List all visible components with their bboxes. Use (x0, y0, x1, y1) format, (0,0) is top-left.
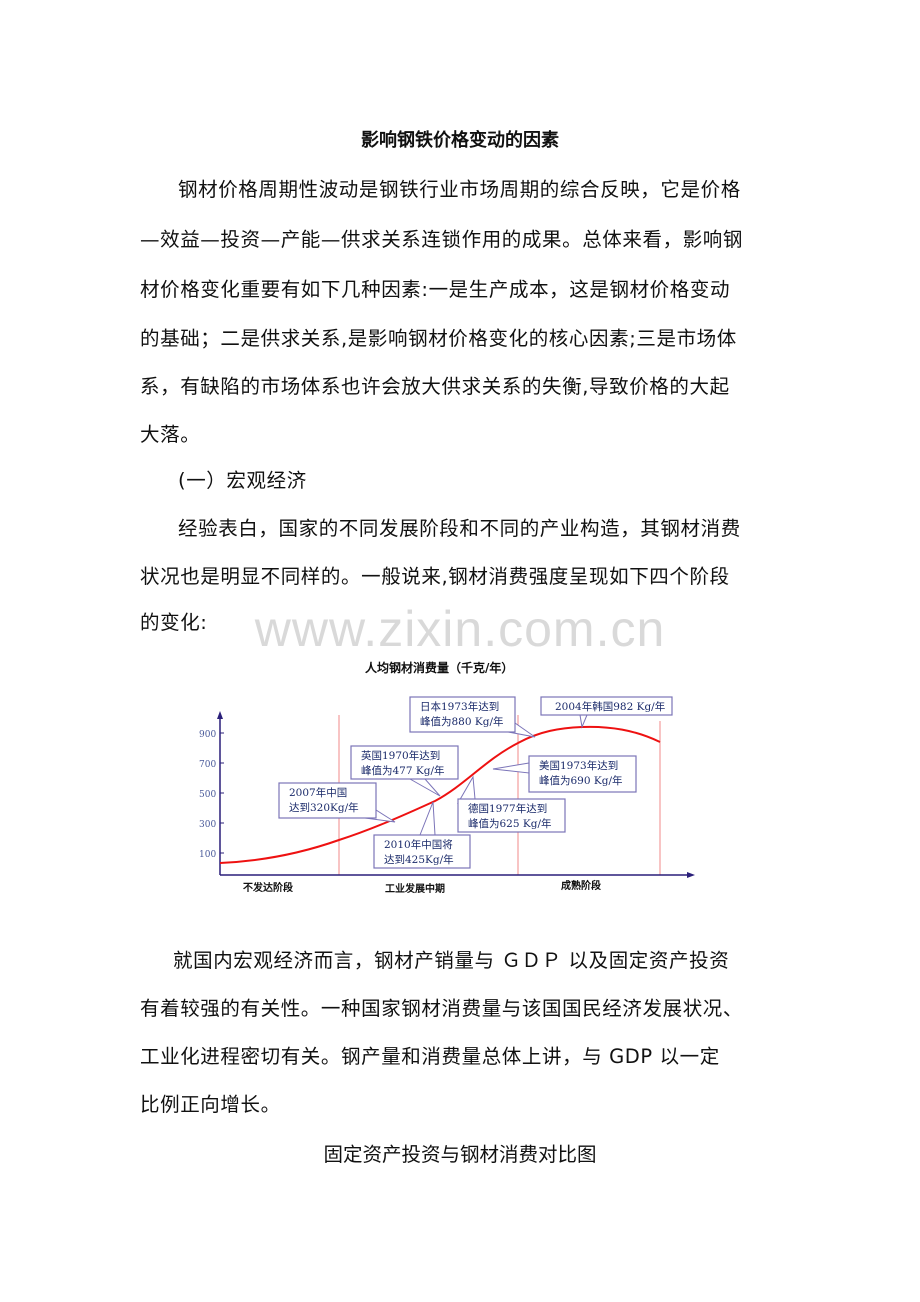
paragraph-line: 材价格变化重要有如下几种因素:一是生产成本，这是钢材价格变动 (140, 278, 731, 301)
callout-text: 峰值为477 Kg/年 (361, 764, 444, 777)
consumption-curve (219, 725, 661, 864)
callout-pointer (408, 778, 441, 797)
callout-box (350, 745, 459, 780)
y-axis-arrow-icon (217, 711, 223, 719)
paragraph-line: 状况也是明显不同样的。一般说来,钢材消费强度呈现如下四个阶段 (140, 565, 730, 588)
callout-text: 英国1970年达到 (361, 749, 440, 762)
callout-box (278, 782, 377, 819)
callout-text: 达到320Kg/年 (289, 801, 359, 814)
stage-label: 不发达阶段 (243, 881, 293, 894)
callout-text: 美国1973年达到 (539, 759, 618, 772)
callout-text: 峰值为690 Kg/年 (539, 774, 622, 787)
callout-text: 德国1977年达到 (468, 802, 547, 815)
callout-text: 日本1973年达到 (420, 700, 499, 713)
document-title: 影响钢铁价格变动的因素 (361, 130, 559, 151)
y-tick-label: 900 (199, 730, 216, 740)
callout-text: 达到425Kg/年 (384, 853, 454, 866)
paragraph-line: 就国内宏观经济而言，钢材产销量与 ＧＤＰ 以及固定资产投资 (173, 949, 730, 972)
callout-pointer (492, 762, 530, 774)
callout-pointer (579, 714, 588, 729)
paragraph-line: 的变化: (140, 611, 208, 634)
callout-text: 2007年中国 (289, 786, 347, 799)
callout-box (373, 834, 471, 869)
paragraph-line: 有着较强的有关性。一种国家钢材消费量与该国国民经济发展状况、 (140, 997, 744, 1020)
callout-text: 峰值为880 Kg/年 (420, 715, 503, 728)
y-tick-label: 500 (199, 790, 216, 800)
paragraph-line: 的基础；二是供求关系,是影响钢材价格变化的核心因素;三是市场体 (140, 327, 737, 350)
paragraph-line: 工业化进程密切有关。钢产量和消费量总体上讲，与 GDP 以一定 (140, 1045, 720, 1068)
callout-text: 2010年中国将 (384, 838, 453, 851)
callout-text: 2004年韩国982 Kg/年 (555, 700, 665, 713)
paragraph-line: 大落。 (140, 423, 201, 446)
figure-caption: 固定资产投资与钢材消费对比图 (323, 1143, 597, 1166)
y-tick-label: 300 (199, 820, 216, 830)
x-axis-arrow-icon (687, 872, 695, 878)
callout-box (409, 696, 516, 733)
y-tick-label: 100 (199, 850, 216, 860)
callout-box (457, 798, 566, 833)
paragraph-line: 钢材价格周期性波动是钢铁行业市场周期的综合反映，它是价格 (178, 178, 741, 201)
y-tick-label: 700 (199, 760, 216, 770)
figure-title: 人均钢材消费量（千克/年） (365, 660, 513, 675)
paragraph-line: 经验表白，国家的不同发展阶段和不同的产业构造，其钢材消费 (178, 517, 741, 540)
stage-label: 工业发展中期 (385, 882, 445, 895)
callout-text: 峰值为625 Kg/年 (468, 817, 551, 830)
stage-label: 成熟阶段 (561, 879, 601, 892)
callout-box (540, 696, 673, 716)
watermark: www.zixin.com.cn (254, 601, 666, 657)
paragraph-line: 比例正向增长。 (140, 1093, 281, 1116)
paragraph-line: —效益—投资—产能—供求关系连锁作用的成果。总体来看，影响钢 (140, 228, 744, 251)
paragraph-line: 系，有缺陷的市场体系也许会放大供求关系的失衡,导致价格的大起 (140, 375, 730, 398)
callout-box (528, 755, 637, 793)
section-heading: (一）宏观经济 (178, 469, 307, 492)
